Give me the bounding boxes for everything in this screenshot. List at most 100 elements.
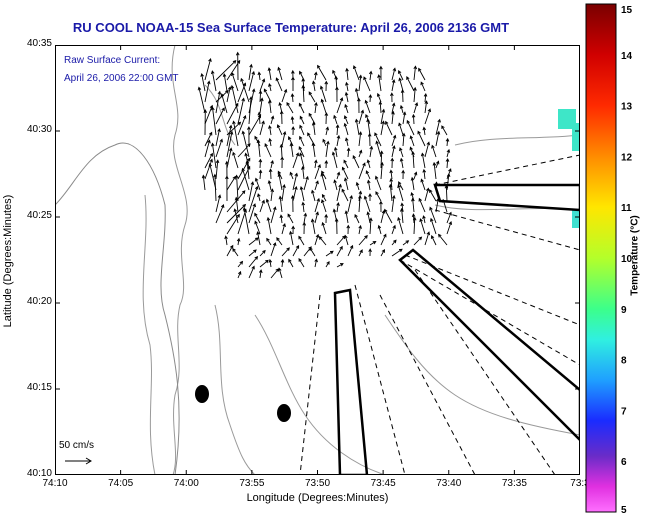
current-vector — [366, 118, 371, 136]
current-vector — [380, 161, 384, 180]
current-vector — [248, 70, 256, 92]
x-tick-label: 74:05 — [108, 478, 134, 489]
current-vector — [200, 72, 206, 92]
current-vector — [445, 157, 450, 169]
current-vector — [438, 233, 448, 246]
current-vector — [268, 168, 273, 180]
current-vector — [336, 134, 341, 147]
current-vector — [424, 108, 432, 125]
current-vector — [336, 263, 344, 268]
current-vector — [358, 162, 366, 180]
current-vector — [254, 177, 261, 191]
current-vector — [270, 242, 277, 257]
current-vector — [344, 210, 349, 224]
current-vector — [276, 124, 283, 136]
current-vector — [226, 175, 236, 191]
current-vector — [391, 194, 396, 213]
current-vector — [336, 97, 344, 114]
current-vector — [418, 197, 426, 213]
current-vector — [419, 218, 426, 235]
current-vector — [303, 175, 309, 191]
current-vector — [441, 125, 448, 136]
current-vector — [321, 221, 327, 235]
current-vector — [399, 147, 404, 158]
current-vector — [309, 247, 316, 257]
current-vector — [226, 130, 234, 158]
current-vector — [320, 98, 327, 114]
current-vector — [358, 194, 362, 213]
current-vector — [314, 233, 320, 246]
current-vector — [256, 231, 261, 246]
current-vector — [234, 196, 239, 213]
station-marker — [277, 404, 291, 422]
current-vector — [237, 115, 247, 136]
current-vector — [248, 114, 262, 136]
current-vector — [308, 112, 316, 125]
colorbar-tick-label: 5 — [621, 505, 627, 515]
station-marker — [195, 385, 209, 403]
current-vector — [325, 140, 330, 158]
current-annotation-line2: April 26, 2006 22:00 GMT — [64, 73, 179, 84]
current-vector — [379, 200, 383, 213]
current-vector — [204, 104, 214, 125]
current-vector — [380, 233, 387, 246]
current-vector — [215, 194, 222, 213]
current-vector — [391, 145, 396, 158]
colorbar-tick-label: 13 — [621, 102, 633, 113]
current-vector — [314, 159, 318, 169]
current-vector — [435, 130, 441, 147]
current-vector — [363, 76, 371, 92]
current-vector — [242, 206, 250, 235]
current-vector — [424, 100, 429, 114]
current-vector — [336, 202, 340, 213]
current-vector — [435, 118, 441, 136]
current-vector — [380, 248, 385, 257]
current-vector — [366, 211, 371, 224]
current-vector — [363, 195, 371, 213]
current-vector — [324, 80, 329, 92]
current-vector — [413, 102, 419, 114]
current-vector — [237, 97, 245, 125]
current-vector — [292, 185, 298, 202]
colorbar-tick-label: 12 — [621, 152, 633, 163]
current-vector — [257, 71, 262, 81]
current-vector — [368, 193, 372, 201]
current-vector — [279, 214, 284, 224]
current-vector — [412, 216, 417, 235]
current-vector — [210, 106, 217, 136]
current-annotation-line1: Raw Surface Current: — [64, 55, 160, 66]
current-vector — [391, 102, 396, 114]
current-vector — [286, 102, 294, 114]
current-vector — [257, 111, 262, 125]
current-vector — [424, 141, 431, 158]
current-vector — [225, 175, 229, 202]
current-vector — [369, 240, 377, 246]
current-vector — [302, 221, 307, 235]
current-vector — [345, 81, 349, 92]
current-vector — [345, 67, 349, 81]
current-vector — [358, 149, 363, 158]
current-vector — [257, 193, 261, 202]
current-vector — [204, 152, 213, 169]
current-vector — [265, 198, 272, 213]
colorbar-tick-label: 8 — [621, 356, 627, 367]
current-vector — [256, 139, 261, 158]
current-vector — [289, 230, 294, 246]
sst-patch — [572, 210, 580, 228]
current-vector — [311, 142, 316, 158]
current-vector — [292, 172, 299, 191]
current-vector — [417, 130, 426, 147]
current-vector — [369, 217, 373, 235]
current-vector — [317, 64, 327, 81]
current-vector — [279, 143, 284, 158]
current-vector — [422, 126, 427, 136]
current-vector — [268, 82, 272, 92]
current-vector — [420, 152, 426, 169]
current-vector — [241, 167, 250, 191]
current-vector — [215, 128, 221, 147]
current-vector — [391, 67, 397, 81]
current-vector — [424, 187, 430, 202]
colorbar-ticks: 15 14 13 12 11 10 9 8 7 6 5 — [621, 5, 633, 515]
current-vector — [389, 177, 394, 191]
current-vector — [390, 157, 395, 169]
